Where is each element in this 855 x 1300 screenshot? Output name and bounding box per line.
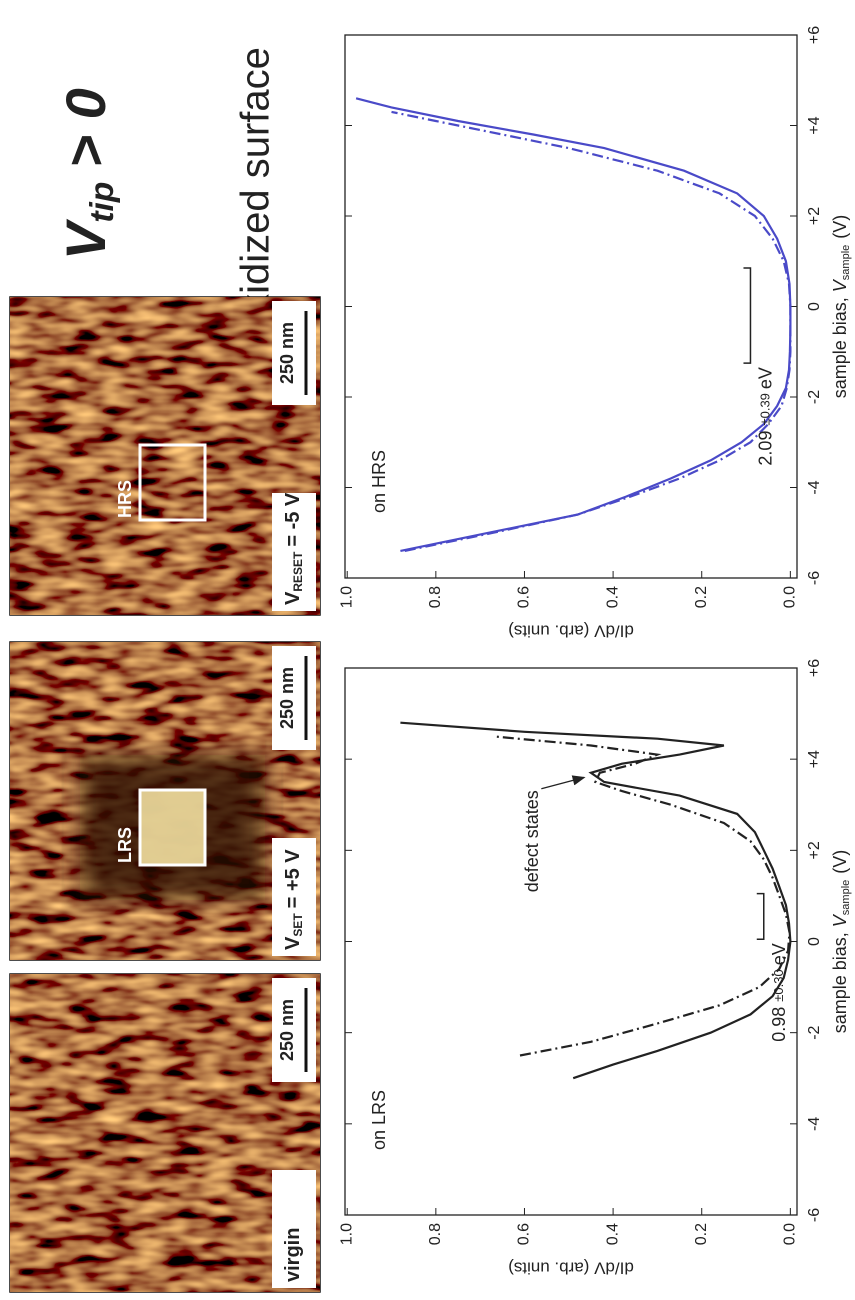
- x-tick-label: +6: [806, 26, 823, 44]
- scale-bar-label: 250 nm: [277, 322, 297, 384]
- gap-value: 0.98: [769, 1007, 789, 1042]
- y-tick-label: 0.8: [427, 586, 444, 608]
- gap-unit: eV: [769, 943, 789, 965]
- y-tick-label: 1.0: [338, 1223, 355, 1245]
- panel-annotation: on HRS: [369, 450, 389, 513]
- callout: defect states: [522, 790, 542, 892]
- gap-value: 2.09: [755, 431, 775, 466]
- y-tick-label: 0.8: [427, 1223, 444, 1245]
- x-tick-label: -6: [806, 1208, 823, 1222]
- x-axis-label-text: sample bias,: [830, 297, 850, 398]
- callout-arrow: [541, 777, 584, 788]
- plot-frame: [345, 668, 797, 1215]
- figure: Vtip> 0Oxidized surfacevirgin250 nmLRSVS…: [0, 0, 855, 1300]
- y-axis-label: dI/dV (arb. units): [508, 1259, 634, 1278]
- box-label: LRS: [115, 827, 135, 863]
- curve: [400, 723, 790, 1078]
- image-label-rest: = +5 V: [282, 849, 304, 909]
- image-label-sub: RESET: [291, 551, 305, 592]
- box-label: HRS: [115, 480, 135, 518]
- gap-bracket: [743, 268, 750, 363]
- gap-label: 2.09 ±0.39 eV: [755, 367, 775, 466]
- x-axis-label-sub: sample: [840, 880, 852, 915]
- y-tick-label: 0.2: [693, 586, 710, 608]
- x-tick-label: -2: [806, 390, 823, 404]
- curve: [356, 98, 790, 551]
- x-axis-label-unit: (V): [830, 850, 850, 874]
- x-tick-label: -2: [806, 1025, 823, 1039]
- x-axis-label-text: sample bias,: [830, 932, 850, 1033]
- title-sub: tip: [84, 182, 121, 223]
- x-axis-label: sample bias,Vsample(V): [830, 850, 852, 1034]
- x-tick-label: 0: [806, 937, 823, 946]
- gap-bracket: [757, 894, 764, 940]
- image-label-main: V: [282, 591, 304, 605]
- x-axis-label: sample bias,Vsample(V): [830, 215, 852, 399]
- x-tick-label: +2: [806, 841, 823, 859]
- y-tick-label: 0.4: [604, 1223, 621, 1245]
- scale-bar-label: 250 nm: [277, 999, 297, 1061]
- gap-error: ±0.30: [771, 969, 786, 1001]
- title-main: V: [54, 218, 117, 260]
- gap-unit: eV: [755, 367, 775, 389]
- curve: [392, 112, 791, 551]
- x-tick-label: +4: [806, 116, 823, 134]
- x-tick-label: +4: [806, 750, 823, 768]
- x-tick-label: -4: [806, 1117, 823, 1131]
- y-axis-label: dI/dV (arb. units): [508, 622, 634, 641]
- gap-label: 0.98 ±0.30 eV: [769, 943, 789, 1042]
- x-axis-label-sub: sample: [840, 245, 852, 280]
- x-axis-label-unit: (V): [830, 215, 850, 239]
- y-tick-label: 0.4: [604, 586, 621, 608]
- x-tick-label: +6: [806, 659, 823, 677]
- x-tick-label: -6: [806, 571, 823, 585]
- title: Vtip > 0: [54, 88, 121, 260]
- x-tick-label: 0: [806, 302, 823, 311]
- image-label: virgin: [282, 1228, 304, 1282]
- x-tick-label: -4: [806, 480, 823, 494]
- curve: [494, 736, 790, 1055]
- y-tick-label: 0.2: [693, 1223, 710, 1245]
- gap-error: ±0.39: [758, 393, 773, 425]
- panel-annotation: on LRS: [369, 1090, 389, 1150]
- title-rest: > 0: [54, 88, 117, 167]
- y-tick-label: 0.6: [516, 586, 533, 608]
- image-label-main: virgin: [282, 1228, 304, 1282]
- x-tick-label: +2: [806, 207, 823, 225]
- y-tick-label: 0.0: [782, 586, 799, 608]
- y-tick-label: 0.0: [782, 1223, 799, 1245]
- scale-bar-label: 250 nm: [277, 667, 297, 729]
- image-label-main: V: [282, 936, 304, 950]
- image-label-rest: = -5 V: [282, 492, 304, 547]
- switched-area: [140, 790, 205, 865]
- y-tick-label: 1.0: [338, 586, 355, 608]
- image-label-sub: SET: [291, 913, 305, 937]
- y-tick-label: 0.6: [516, 1223, 533, 1245]
